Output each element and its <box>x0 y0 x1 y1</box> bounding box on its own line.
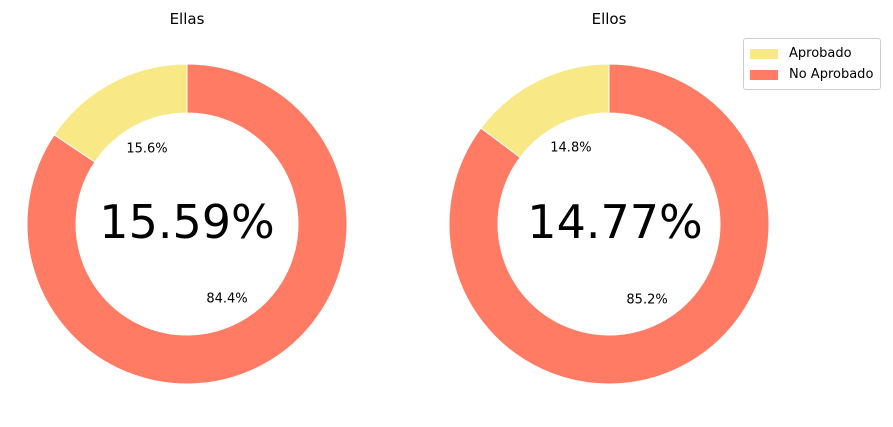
legend-label-aprobado: Aprobado <box>789 46 852 61</box>
chart-title-ellos: Ellos <box>592 10 627 28</box>
slice-ellos-no-aprobado <box>448 63 770 385</box>
chart-title-ellas: Ellas <box>170 10 205 28</box>
legend-item-no-aprobado: No Aprobado <box>750 64 873 85</box>
slice-label-ellas-aprobado: 15.6% <box>126 141 167 156</box>
slice-label-ellos-no-aprobado: 85.2% <box>626 293 667 308</box>
donut-slices-ellas: 15.6% 84.4% <box>26 63 348 385</box>
slice-label-ellas-no-aprobado: 84.4% <box>206 292 247 307</box>
donut-slices-ellos: 14.8% 85.2% <box>448 63 770 385</box>
center-percentage-ellos: 14.77% <box>527 195 702 249</box>
donut-chart-ellas: Ellas 15.6% 84.4% 15.59% <box>26 10 348 385</box>
donut-chart-ellos: Ellos 14.8% 85.2% 14.77% <box>448 10 770 385</box>
slice-ellas-no-aprobado <box>26 63 348 385</box>
legend-label-no-aprobado: No Aprobado <box>789 67 874 82</box>
legend-swatch-aprobado <box>750 48 778 59</box>
slice-label-ellos-aprobado: 14.8% <box>550 140 591 155</box>
legend-swatch-no-aprobado <box>750 69 778 80</box>
center-percentage-ellas: 15.59% <box>99 195 274 249</box>
legend-item-aprobado: Aprobado <box>750 43 873 64</box>
chart-legend: Aprobado No Aprobado <box>743 38 882 90</box>
